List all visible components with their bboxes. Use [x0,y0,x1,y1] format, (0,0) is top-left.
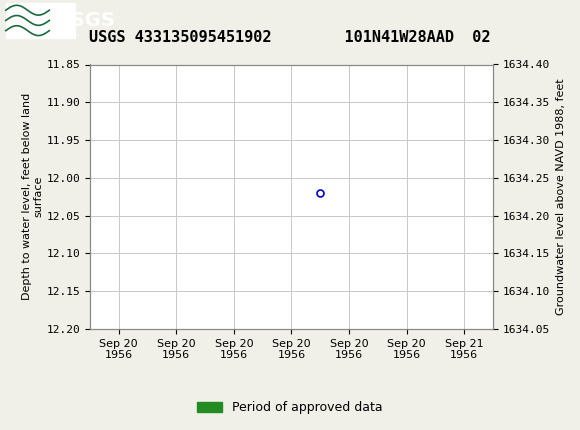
Y-axis label: Depth to water level, feet below land
surface: Depth to water level, feet below land su… [22,93,44,300]
FancyBboxPatch shape [6,3,75,37]
Y-axis label: Groundwater level above NAVD 1988, feet: Groundwater level above NAVD 1988, feet [556,78,566,315]
Text: USGS: USGS [55,11,115,30]
Legend: Period of approved data: Period of approved data [192,396,388,419]
Text: USGS 433135095451902        101N41W28AAD  02: USGS 433135095451902 101N41W28AAD 02 [89,30,491,45]
